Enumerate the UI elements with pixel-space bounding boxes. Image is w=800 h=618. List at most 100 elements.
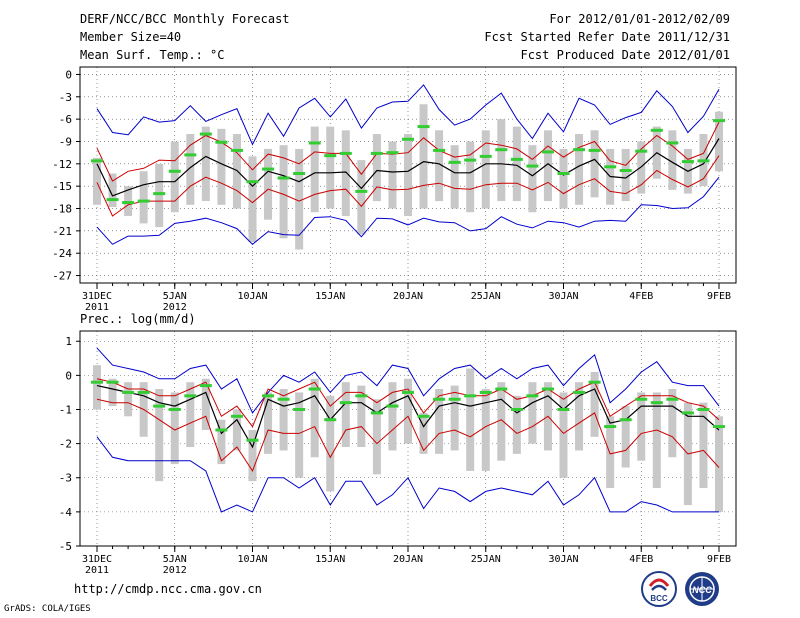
ensemble-bar bbox=[621, 148, 630, 202]
reference-tick bbox=[417, 125, 430, 129]
x-tick-label: 25JAN bbox=[471, 554, 501, 565]
reference-tick bbox=[713, 425, 725, 429]
ensemble-bar bbox=[606, 416, 615, 488]
ensemble-mean-line bbox=[96, 385, 720, 449]
ensemble-bar bbox=[279, 145, 288, 239]
reference-tick bbox=[526, 394, 539, 398]
reference-tick bbox=[448, 397, 461, 401]
ensemble-max-line bbox=[96, 347, 720, 414]
ensemble-bar bbox=[419, 412, 428, 454]
y-tick-label: -1 bbox=[59, 403, 72, 416]
reference-tick bbox=[604, 165, 617, 169]
ensemble-max-line bbox=[96, 84, 720, 146]
reference-tick bbox=[635, 149, 648, 153]
reference-tick bbox=[246, 438, 259, 442]
ensemble-bar bbox=[466, 368, 475, 471]
ensemble-bar bbox=[450, 385, 459, 451]
reference-tick bbox=[199, 132, 212, 136]
source-url-link[interactable]: http://cmdp.ncc.cma.gov.cn bbox=[74, 582, 262, 596]
ensemble-bar bbox=[388, 382, 397, 451]
ensemble-bar bbox=[217, 419, 226, 465]
reference-tick bbox=[215, 428, 228, 432]
y-tick-label: -3 bbox=[59, 472, 72, 485]
reference-tick bbox=[541, 387, 554, 391]
y-tick-label: -24 bbox=[52, 247, 72, 260]
x-tick-label: 5JAN bbox=[163, 554, 187, 565]
ensemble-bar bbox=[559, 148, 568, 209]
ensemble-bar bbox=[326, 395, 335, 492]
reference-tick bbox=[510, 407, 523, 411]
ensemble-bar bbox=[497, 382, 506, 461]
ensemble-bar bbox=[295, 392, 304, 478]
ensemble-bar bbox=[264, 148, 273, 220]
ensemble-bar bbox=[497, 119, 506, 202]
ensemble-bar bbox=[248, 156, 257, 243]
ensemble-bar bbox=[668, 389, 677, 458]
reference-tick bbox=[635, 397, 648, 401]
ensemble-bar bbox=[93, 365, 101, 410]
ensemble-bar bbox=[217, 128, 226, 205]
produced-date-label: Fcst Produced Date 2012/01/01 bbox=[520, 48, 730, 62]
x-tick-label: 20JAN bbox=[393, 291, 423, 302]
reference-tick bbox=[495, 148, 508, 152]
reference-tick bbox=[184, 394, 197, 398]
reference-tick bbox=[666, 141, 679, 145]
ensemble-bar bbox=[481, 130, 490, 209]
reference-tick bbox=[541, 150, 554, 154]
ensemble-bar bbox=[201, 378, 210, 430]
reference-tick bbox=[510, 157, 523, 161]
ensemble-bar bbox=[466, 141, 475, 213]
reference-tick bbox=[137, 390, 150, 394]
reference-tick bbox=[324, 418, 337, 422]
reference-tick bbox=[293, 407, 306, 411]
reference-tick bbox=[619, 418, 632, 422]
x-tick-label: 15JAN bbox=[315, 554, 345, 565]
reference-tick bbox=[370, 151, 383, 155]
ensemble-bar bbox=[155, 389, 164, 482]
ensemble-bar bbox=[419, 104, 428, 209]
reference-tick bbox=[495, 387, 508, 391]
x-tick-label: 4FEB bbox=[629, 554, 653, 565]
reference-tick bbox=[339, 151, 352, 155]
reference-tick bbox=[588, 148, 601, 152]
ensemble-bar bbox=[108, 378, 117, 407]
reference-tick bbox=[526, 164, 539, 168]
reference-tick bbox=[230, 148, 243, 152]
bcc-logo-text: BCC bbox=[650, 594, 668, 603]
reference-tick bbox=[262, 167, 275, 171]
y-tick-label: -3 bbox=[59, 91, 72, 104]
ensemble-bar bbox=[372, 134, 381, 202]
ensemble-bar bbox=[108, 173, 117, 208]
ensemble-bar bbox=[699, 402, 708, 488]
ensemble-bar bbox=[310, 126, 319, 213]
ensemble-bar bbox=[372, 399, 381, 475]
ensemble-bar bbox=[124, 382, 133, 417]
ensemble-bar bbox=[637, 392, 646, 461]
reference-tick bbox=[324, 154, 337, 158]
ensemble-bar bbox=[590, 130, 599, 198]
reference-tick bbox=[713, 119, 725, 123]
precip-panel-label: Prec.: log(mm/d) bbox=[80, 312, 196, 326]
x-tick-year-label: 2012 bbox=[163, 565, 187, 576]
upper-spread-line bbox=[96, 121, 720, 182]
ensemble-bar bbox=[341, 130, 350, 216]
x-tick-label: 31DEC bbox=[82, 291, 112, 302]
ensemble-min-line bbox=[96, 436, 719, 513]
reference-tick bbox=[697, 407, 710, 411]
x-tick-label: 5JAN bbox=[163, 291, 187, 302]
ensemble-bar bbox=[668, 130, 677, 190]
y-tick-label: -2 bbox=[59, 438, 72, 451]
lower-spread-line bbox=[96, 155, 720, 217]
reference-tick bbox=[168, 169, 181, 173]
reference-tick bbox=[355, 394, 368, 398]
member-size-label: Member Size=40 bbox=[80, 30, 182, 44]
ncc-logo-text: NCC bbox=[692, 585, 712, 595]
y-tick-label: -15 bbox=[52, 180, 72, 193]
ensemble-bar bbox=[186, 382, 195, 448]
reference-tick bbox=[479, 390, 492, 394]
reference-tick bbox=[448, 160, 461, 164]
temperature-panel-label: Mean Surf. Temp.: °C bbox=[80, 48, 225, 62]
y-tick-label: -21 bbox=[52, 225, 72, 238]
reference-tick bbox=[184, 153, 197, 157]
y-tick-label: -27 bbox=[52, 270, 72, 283]
